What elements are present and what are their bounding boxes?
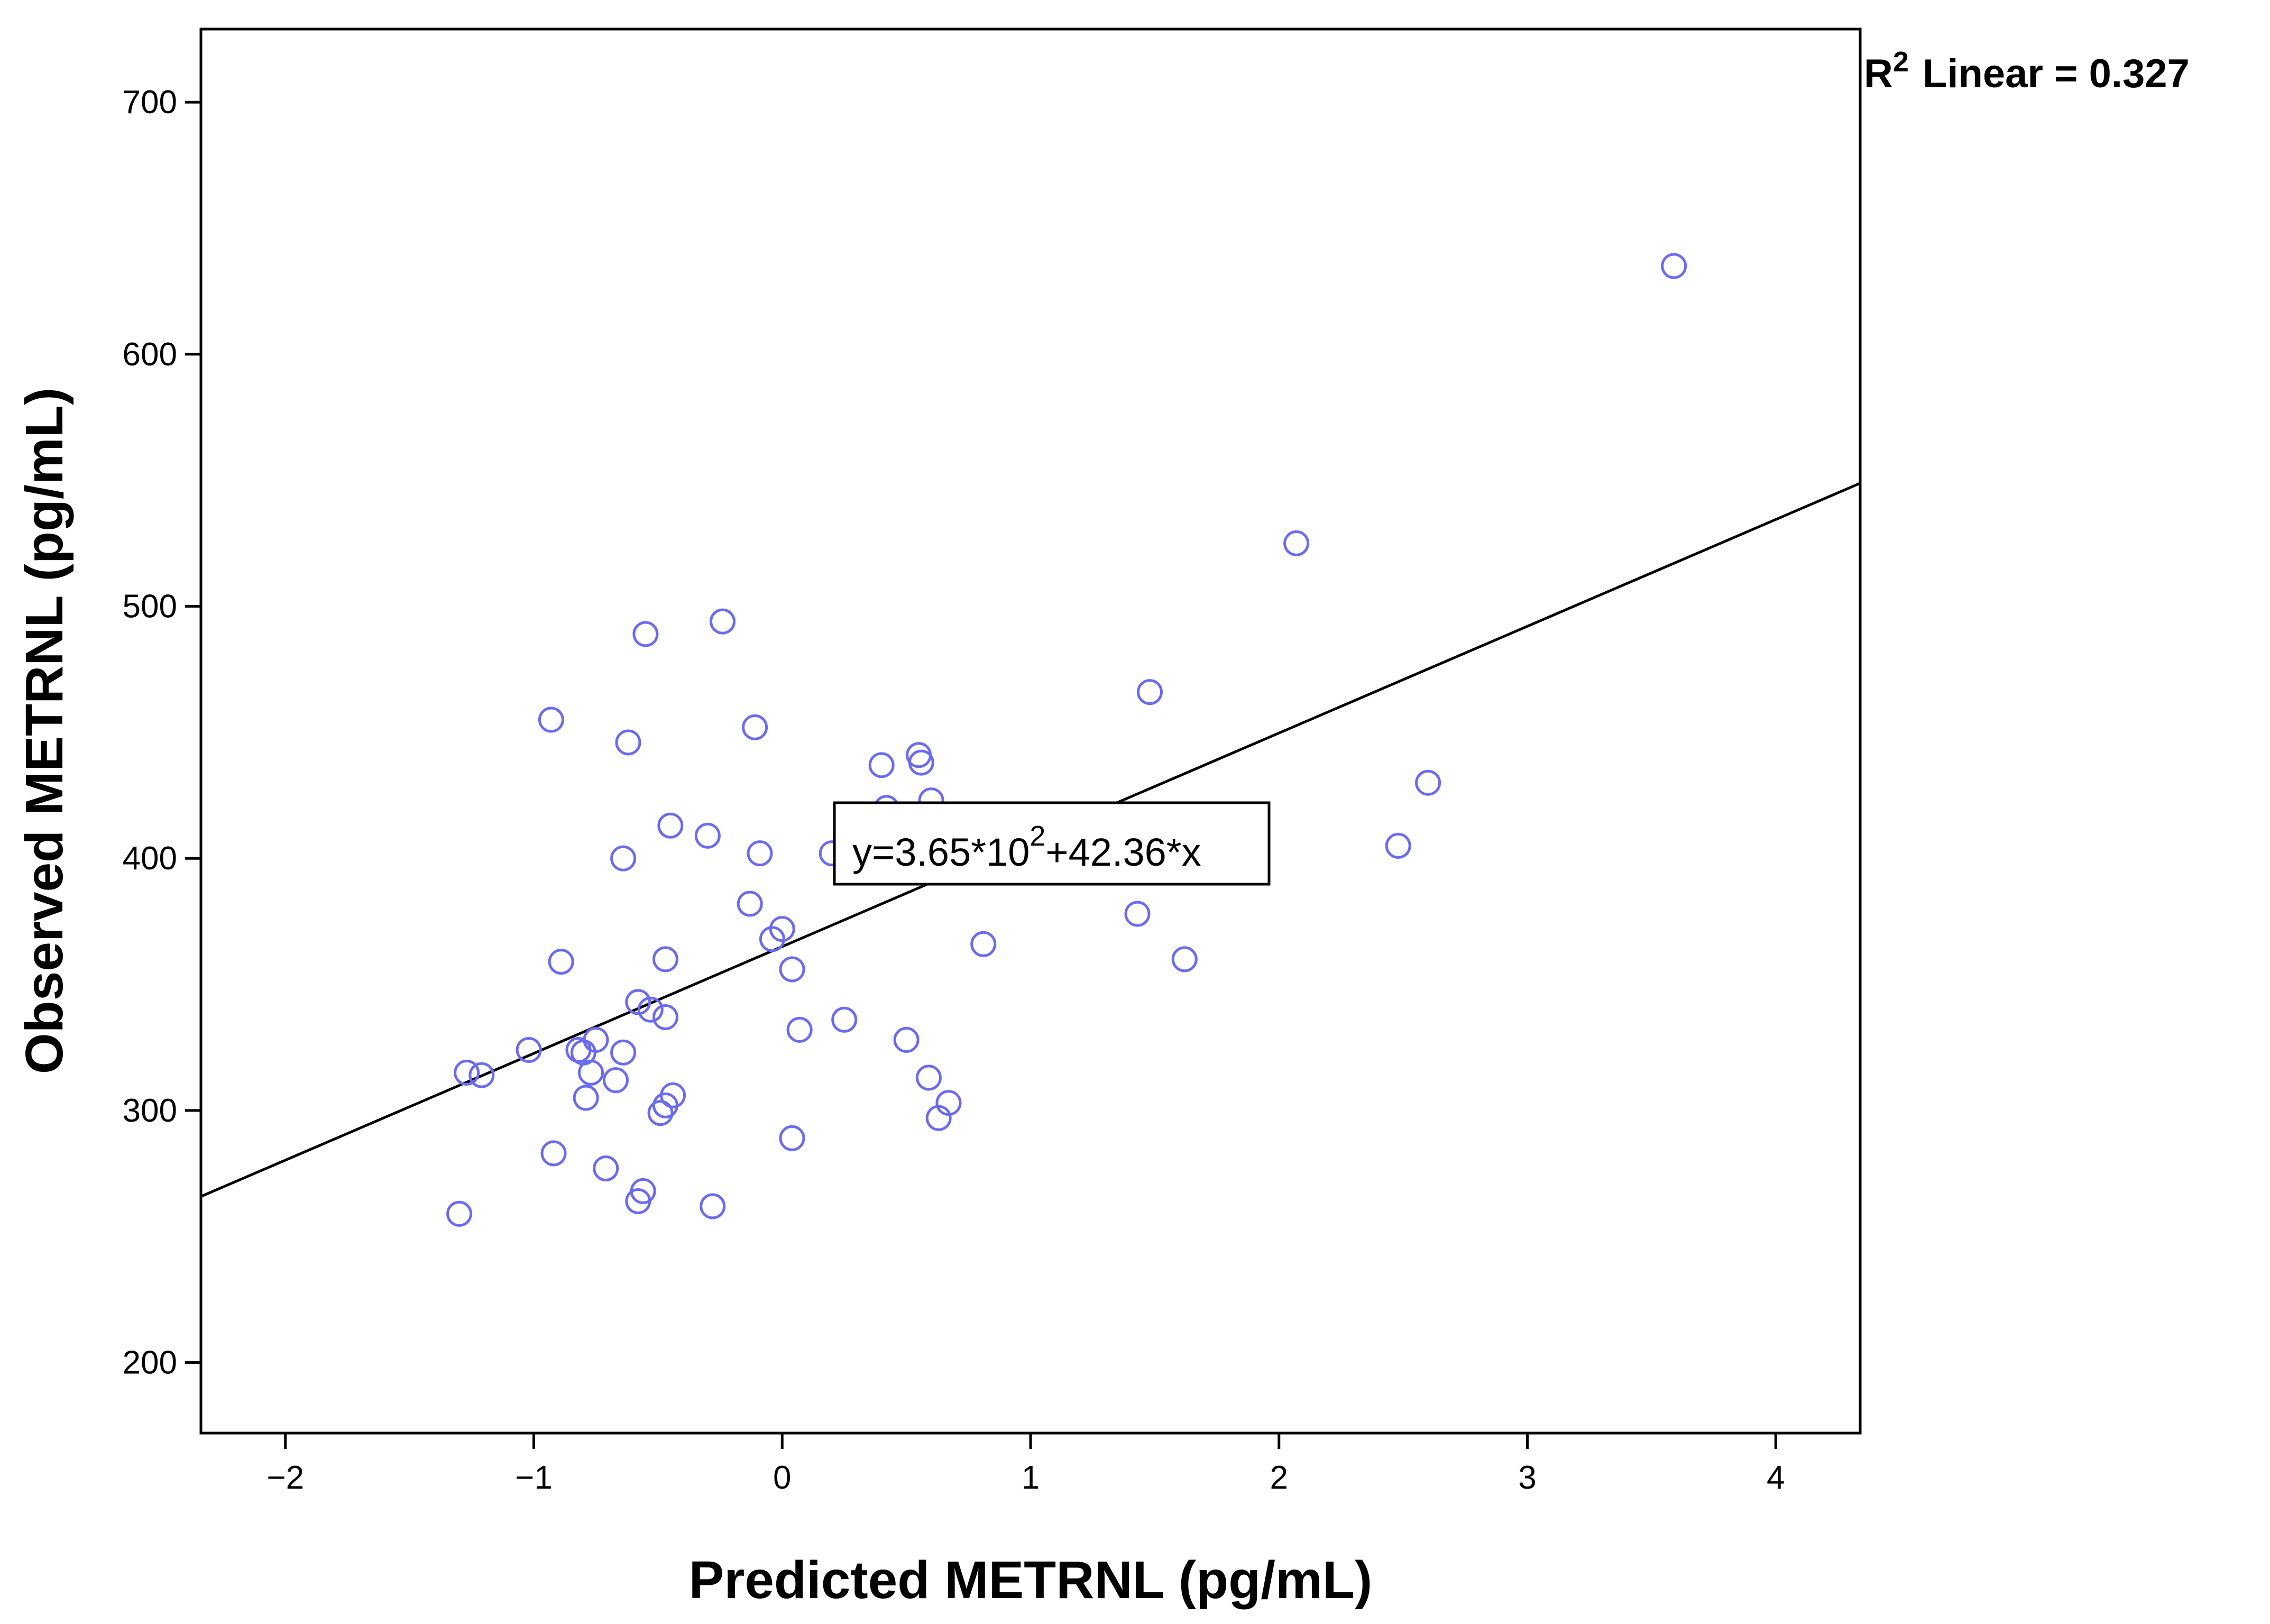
scatter-point bbox=[893, 1026, 920, 1053]
scatter-point bbox=[908, 749, 934, 776]
scatter-point bbox=[573, 1085, 599, 1111]
r2-text: Linear = 0.327 bbox=[1923, 51, 2190, 96]
scatter-point bbox=[637, 996, 664, 1023]
scatter-point bbox=[925, 1105, 952, 1131]
scatter-point bbox=[548, 949, 574, 975]
scatter-point bbox=[652, 1004, 678, 1031]
scatter-point bbox=[868, 752, 895, 778]
scatter-point bbox=[742, 714, 768, 740]
scatter-point bbox=[709, 608, 736, 635]
scatter-point bbox=[737, 891, 763, 917]
r2-prefix: R bbox=[1864, 51, 1893, 96]
scatter-point bbox=[779, 956, 805, 983]
scatter-point bbox=[610, 845, 637, 871]
scatter-point bbox=[538, 707, 564, 733]
equation-label: y=3.65*102+42.36*x bbox=[852, 820, 1201, 874]
scatter-point bbox=[1283, 530, 1310, 556]
x-axis-title: Predicted METRNL (pg/mL) bbox=[689, 1550, 1373, 1610]
y-tick-label: 300 bbox=[123, 1093, 177, 1129]
equation-box bbox=[833, 801, 1271, 886]
x-tick-label: 2 bbox=[1270, 1460, 1288, 1496]
equation-pre: y=3.65*10 bbox=[852, 830, 1030, 874]
scatter-point bbox=[970, 931, 997, 957]
scatter-points bbox=[446, 253, 1687, 1227]
scatter-point bbox=[603, 1067, 629, 1094]
scatter-point bbox=[1171, 946, 1198, 972]
r2-superscript: 2 bbox=[1893, 46, 1909, 78]
x-tick-label: 4 bbox=[1767, 1460, 1785, 1496]
scatter-point bbox=[615, 729, 641, 756]
y-tick-label: 200 bbox=[123, 1345, 177, 1381]
scatter-point bbox=[759, 926, 785, 952]
y-tick-label: 500 bbox=[123, 589, 177, 625]
r2-annotation: R2 Linear = 0.327 bbox=[1864, 46, 2190, 96]
x-axis: −2 −1 0 1 2 3 4 bbox=[266, 1433, 1785, 1496]
scatter-point bbox=[786, 1016, 813, 1043]
scatter-point bbox=[747, 840, 773, 867]
scatter-point bbox=[1385, 832, 1411, 859]
scatter-point bbox=[610, 1039, 637, 1066]
scatter-point bbox=[540, 1140, 567, 1167]
scatter-point bbox=[779, 1125, 805, 1151]
scatter-point bbox=[657, 812, 684, 839]
scatter-point bbox=[625, 989, 651, 1015]
scatter-point bbox=[632, 621, 659, 647]
x-tick-label: −2 bbox=[266, 1460, 304, 1496]
scatter-point bbox=[700, 1193, 726, 1219]
scatter-point bbox=[578, 1059, 604, 1086]
scatter-point bbox=[516, 1036, 542, 1063]
scatter-point bbox=[446, 1200, 473, 1227]
scatter-point bbox=[694, 822, 721, 849]
x-tick-label: 3 bbox=[1518, 1460, 1536, 1496]
y-axis: 200 300 400 500 600 700 bbox=[123, 84, 201, 1381]
scatter-point bbox=[593, 1155, 619, 1182]
scatter-point bbox=[915, 1065, 942, 1091]
x-tick-label: 0 bbox=[773, 1460, 791, 1496]
y-tick-label: 600 bbox=[123, 336, 177, 373]
x-tick-label: 1 bbox=[1022, 1460, 1040, 1496]
equation-post: +42.36*x bbox=[1045, 830, 1201, 874]
y-axis-title: Observed METRNL (pg/mL) bbox=[15, 388, 74, 1074]
scatter-point bbox=[1124, 901, 1151, 927]
scatter-point bbox=[1136, 679, 1163, 705]
y-tick-label: 400 bbox=[123, 840, 177, 877]
scatter-point bbox=[1661, 253, 1687, 279]
y-tick-label: 700 bbox=[123, 84, 177, 121]
scatter-point bbox=[769, 916, 795, 942]
scatter-point bbox=[625, 1188, 651, 1214]
x-tick-label: −1 bbox=[515, 1460, 553, 1496]
scatter-point bbox=[647, 1100, 674, 1126]
equation-annotation: y=3.65*102+42.36*x bbox=[833, 801, 1271, 886]
scatter-point bbox=[831, 1006, 858, 1033]
scatter-point bbox=[468, 1062, 495, 1088]
scatter-point bbox=[1415, 769, 1441, 796]
scatter-point bbox=[454, 1059, 480, 1086]
equation-sup: 2 bbox=[1030, 820, 1045, 852]
scatter-point bbox=[652, 1092, 678, 1118]
scatter-point bbox=[583, 1026, 609, 1053]
scatter-point bbox=[652, 946, 678, 972]
